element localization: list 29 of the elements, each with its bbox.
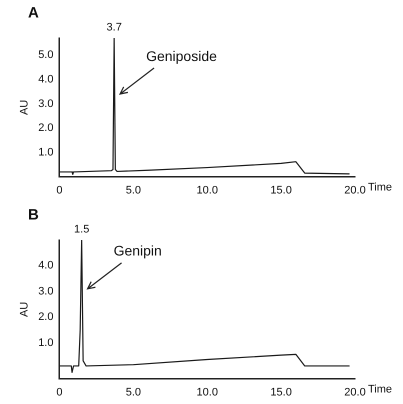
y-tick-label: 3.0 xyxy=(38,285,54,298)
y-tick-label: 1.0 xyxy=(38,146,54,158)
y-tick-label: 3.0 xyxy=(38,98,54,110)
annotation: 1.5 xyxy=(74,224,90,236)
y-tick-label: 2.0 xyxy=(38,311,54,324)
x-tick-label: 0 xyxy=(56,184,63,196)
y-tick-label: 1.0 xyxy=(38,336,54,349)
x-axis-title: Time xyxy=(368,181,392,194)
x-tick-label: 10.0 xyxy=(196,386,218,398)
chart-title: B xyxy=(28,206,39,224)
x-tick-label: 5.0 xyxy=(126,184,142,196)
y-axis-title: AU xyxy=(18,302,31,318)
annotation: 3.7 xyxy=(106,22,122,34)
x-tick-label: 20.0 xyxy=(344,184,366,196)
x-tick-label: 10.0 xyxy=(196,184,218,196)
chart-title: A xyxy=(28,4,39,22)
x-tick-label: 15.0 xyxy=(270,184,292,196)
x-tick-label: 20.0 xyxy=(344,386,366,398)
x-tick-label: 0 xyxy=(56,386,63,398)
annotation: Geniposide xyxy=(146,48,218,64)
y-axis-title: AU xyxy=(18,100,31,116)
annotation: Genipin xyxy=(114,242,162,259)
x-tick-label: 15.0 xyxy=(270,386,292,398)
y-tick-label: 5.0 xyxy=(38,49,54,62)
x-tick-label: 5.0 xyxy=(126,386,142,398)
y-tick-label: 2.0 xyxy=(38,122,54,134)
y-tick-label: 4.0 xyxy=(38,73,54,86)
x-axis-title: Time xyxy=(368,383,392,396)
y-tick-label: 4.0 xyxy=(38,260,54,272)
